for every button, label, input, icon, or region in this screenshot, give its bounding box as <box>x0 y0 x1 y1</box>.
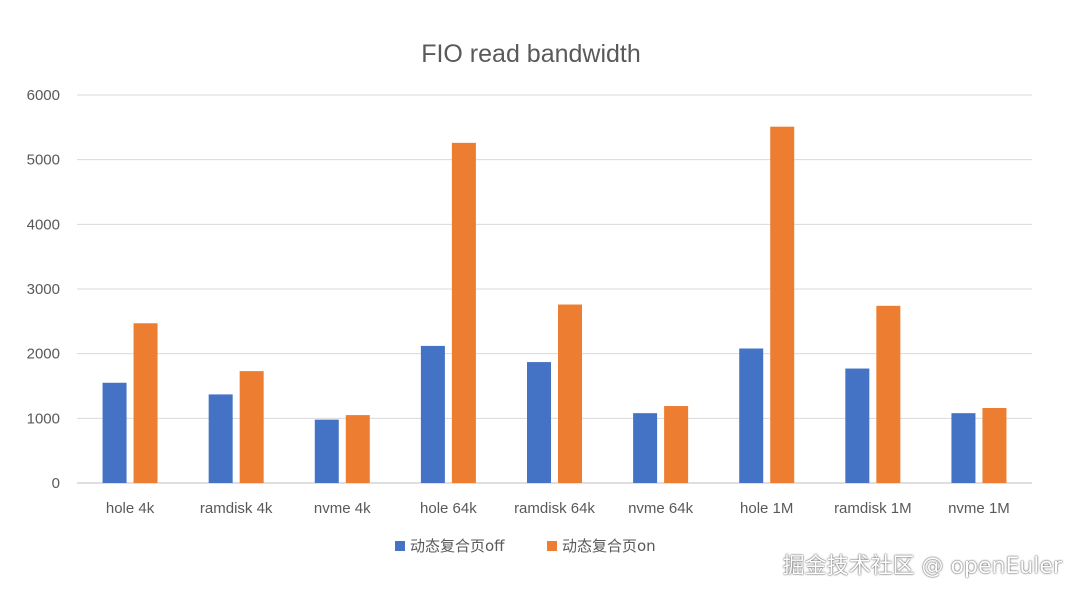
y-tick-label: 3000 <box>27 281 60 298</box>
bar <box>845 368 870 483</box>
y-tick-label: 2000 <box>27 346 60 363</box>
watermark: 掘金技术社区 @ openEuler <box>782 554 1062 579</box>
bar <box>133 323 158 483</box>
y-tick-label: 4000 <box>27 216 60 233</box>
x-category-label: hole 4k <box>106 500 155 517</box>
legend-label: 动态复合页off <box>410 537 505 555</box>
bar <box>739 348 764 483</box>
y-axis-ticks: 0 1000 2000 3000 4000 5000 6000 <box>27 87 60 492</box>
y-tick-label: 5000 <box>27 152 60 169</box>
bar <box>770 126 795 483</box>
legend-swatch <box>547 541 557 551</box>
x-category-label: hole 1M <box>740 500 793 517</box>
bar <box>558 304 582 483</box>
gridlines <box>77 94 1032 484</box>
x-category-label: nvme 4k <box>314 500 371 517</box>
bars <box>102 126 1007 483</box>
bar <box>451 142 476 483</box>
bar <box>664 406 689 483</box>
bar <box>314 419 339 483</box>
x-axis-categories: hole 4k ramdisk 4k nvme 4k hole 64k ramdisk … <box>106 500 1010 517</box>
bar <box>420 345 445 483</box>
bar <box>102 382 127 483</box>
x-category-label: ramdisk 4k <box>200 500 273 517</box>
legend: 动态复合页off 动态复合页on <box>395 537 656 555</box>
bar <box>239 371 264 483</box>
y-tick-label: 0 <box>52 475 60 492</box>
x-category-label: nvme 64k <box>628 500 694 517</box>
x-category-label: ramdisk 64k <box>514 500 595 517</box>
bar <box>345 415 370 483</box>
x-category-label: nvme 1M <box>948 500 1010 517</box>
x-category-label: hole 64k <box>420 500 477 517</box>
bar <box>527 362 551 483</box>
bar <box>633 413 658 483</box>
y-tick-label: 1000 <box>27 410 60 427</box>
y-tick-label: 6000 <box>27 87 60 104</box>
bar <box>876 305 901 483</box>
legend-swatch <box>395 541 405 551</box>
bar <box>982 407 1007 483</box>
bar <box>951 413 976 483</box>
chart-title: FIO read bandwidth <box>421 40 641 68</box>
legend-label: 动态复合页on <box>562 537 656 555</box>
bar <box>208 394 233 483</box>
x-category-label: ramdisk 1M <box>834 500 912 517</box>
